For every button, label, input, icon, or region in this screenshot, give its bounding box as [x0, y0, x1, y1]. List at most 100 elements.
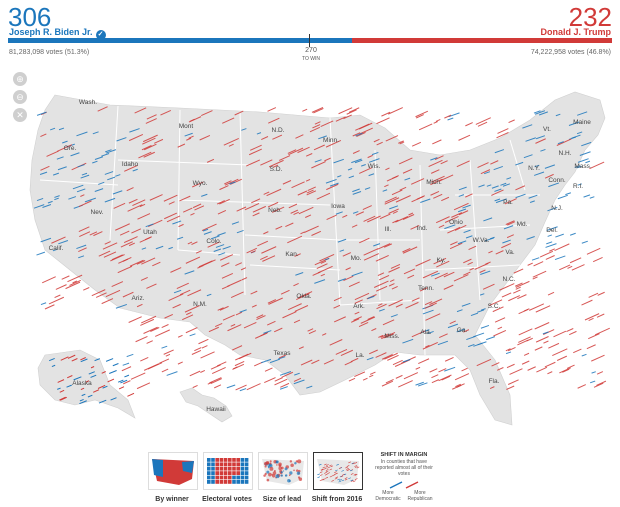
shift-arrow	[482, 283, 495, 290]
electoral-cell	[240, 462, 245, 467]
electoral-cell	[236, 462, 240, 467]
shift-arrow	[274, 378, 288, 386]
electoral-cell	[207, 471, 211, 475]
shift-arrow	[281, 371, 294, 378]
shift-arrow	[430, 169, 440, 174]
shift-arrow	[458, 186, 467, 191]
shift-arrow	[403, 372, 419, 380]
shift-arrow	[256, 315, 266, 321]
shift-arrow	[444, 224, 456, 230]
shift-arrow	[430, 272, 440, 277]
shift-arrow	[557, 141, 564, 145]
shift-arrow	[312, 124, 321, 129]
shift-arrow	[549, 248, 556, 252]
view-size-of-lead[interactable]	[258, 452, 308, 490]
shift-arrow	[589, 196, 595, 199]
shift-arrow	[246, 159, 261, 167]
shift-arrow	[261, 136, 269, 140]
shift-arrow	[222, 117, 235, 124]
mini-arrow	[350, 480, 354, 482]
view-size-of-lead-label[interactable]: Size of lead	[262, 496, 302, 503]
shift-arrow	[306, 385, 313, 389]
shift-arrow	[354, 159, 363, 164]
shift-arrow	[110, 397, 117, 401]
state-label-nj: N.J.	[551, 205, 563, 212]
shift-arrow	[269, 358, 281, 364]
mini-arrow	[354, 465, 358, 467]
shift-arrow	[389, 279, 395, 283]
shift-arrow	[418, 123, 433, 131]
shift-arrow	[275, 225, 283, 230]
shift-arrow	[419, 287, 428, 292]
shift-arrow	[375, 285, 388, 292]
view-electoral-votes-label[interactable]: Electoral votes	[202, 496, 252, 503]
shift-arrow	[492, 306, 504, 313]
shift-arrow	[441, 375, 451, 381]
shift-arrow	[263, 330, 272, 334]
zoom-out-icon[interactable]: ⊖	[13, 90, 27, 104]
view-by-winner[interactable]	[148, 452, 198, 490]
shift-arrow	[52, 248, 58, 252]
shift-arrow	[506, 177, 512, 180]
shift-arrow	[554, 243, 570, 251]
shift-arrow	[404, 177, 411, 181]
shift-arrow	[449, 242, 463, 250]
shift-arrow	[67, 274, 83, 283]
shift-arrow	[543, 329, 555, 335]
shift-arrow	[287, 149, 297, 154]
shift-arrow	[216, 200, 225, 205]
shift-arrow	[566, 328, 574, 333]
shift-arrow	[454, 224, 467, 231]
shift-arrow	[267, 299, 277, 304]
view-electoral-votes[interactable]	[203, 452, 253, 490]
shift-arrow	[534, 322, 550, 330]
shift-arrow	[201, 345, 208, 349]
mini-arrow	[337, 478, 340, 481]
shift-arrow	[358, 122, 373, 130]
mini-arrow	[348, 461, 351, 464]
shift-arrow	[67, 354, 76, 359]
shift-arrow	[256, 132, 262, 135]
shift-arrow	[48, 296, 65, 305]
shift-arrow	[76, 131, 88, 137]
shift-arrow	[249, 144, 262, 151]
electoral-cell	[223, 458, 228, 462]
view-by-winner-label[interactable]: By winner	[155, 496, 189, 503]
zoom-in-icon[interactable]: ⊕	[13, 72, 27, 86]
mini-arrow	[356, 466, 360, 469]
shift-arrow	[230, 323, 236, 327]
shift-arrow	[532, 276, 538, 280]
shift-arrow	[447, 323, 459, 329]
shift-arrow	[87, 394, 93, 398]
view-shift-from-2016-label[interactable]: Shift from 2016	[311, 496, 363, 503]
shift-arrow	[362, 377, 368, 381]
reset-zoom-icon[interactable]: ✕	[13, 108, 27, 122]
shift-arrow	[461, 302, 471, 307]
shift-arrow	[410, 178, 425, 185]
shift-arrow	[104, 197, 116, 203]
shift-arrow	[513, 289, 521, 294]
shift-arrow	[200, 370, 206, 373]
shift-arrow	[337, 238, 347, 243]
shift-arrow	[129, 128, 140, 133]
state-label-ohio: Ohio	[449, 219, 463, 226]
shift-arrow	[342, 214, 348, 218]
shift-arrow	[85, 380, 90, 383]
shift-arrow	[352, 211, 359, 214]
shift-arrow	[98, 250, 111, 257]
state-label-alaska: Alaska	[72, 380, 92, 387]
electoral-cell	[240, 466, 245, 471]
view-shift-from-2016[interactable]	[313, 452, 363, 490]
shift-arrow	[581, 240, 588, 244]
shift-arrow	[391, 189, 403, 196]
shift-arrow	[81, 393, 86, 397]
electoral-cell	[219, 458, 224, 462]
shift-arrow	[390, 314, 398, 318]
shift-arrow	[480, 308, 486, 311]
shift-arrow	[192, 384, 198, 389]
shift-arrow	[288, 147, 304, 156]
shift-arrow	[94, 156, 104, 160]
shift-arrow	[591, 354, 605, 362]
shift-arrow	[109, 370, 117, 374]
shift-arrow	[309, 126, 321, 133]
